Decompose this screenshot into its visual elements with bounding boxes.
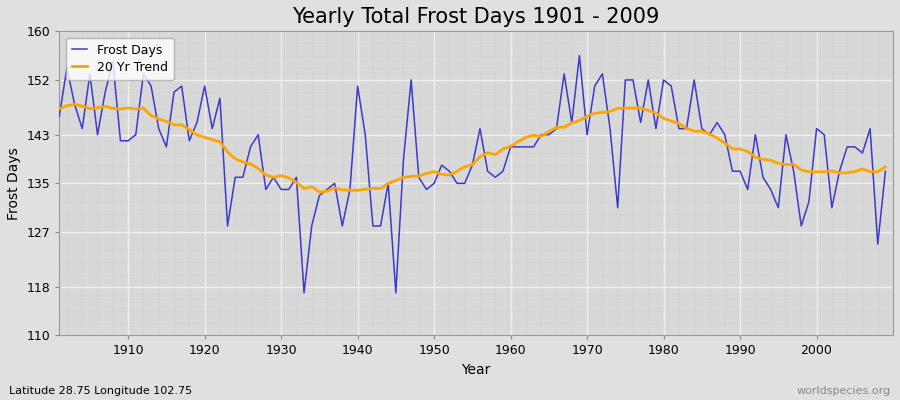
- Frost Days: [299, 290, 310, 295]
- Frost Days: [505, 144, 516, 149]
- Title: Yearly Total Frost Days 1901 - 2009: Yearly Total Frost Days 1901 - 2009: [292, 7, 660, 27]
- Frost Days: [880, 169, 891, 174]
- Frost Days: [115, 138, 126, 143]
- Frost Days: [612, 205, 623, 210]
- 20 Yr Trend: [54, 106, 65, 111]
- 20 Yr Trend: [612, 106, 623, 111]
- Frost Days: [284, 187, 294, 192]
- Legend: Frost Days, 20 Yr Trend: Frost Days, 20 Yr Trend: [66, 38, 174, 80]
- 20 Yr Trend: [880, 164, 891, 169]
- Line: Frost Days: Frost Days: [59, 56, 886, 293]
- Y-axis label: Frost Days: Frost Days: [7, 147, 21, 220]
- 20 Yr Trend: [345, 188, 356, 192]
- X-axis label: Year: Year: [462, 363, 490, 377]
- Frost Days: [54, 114, 65, 119]
- 20 Yr Trend: [314, 190, 325, 194]
- 20 Yr Trend: [513, 139, 524, 144]
- Frost Days: [513, 144, 524, 149]
- Line: 20 Yr Trend: 20 Yr Trend: [59, 104, 886, 192]
- Text: worldspecies.org: worldspecies.org: [796, 386, 891, 396]
- Frost Days: [337, 224, 347, 228]
- 20 Yr Trend: [122, 106, 133, 110]
- Frost Days: [574, 53, 585, 58]
- 20 Yr Trend: [291, 180, 302, 185]
- Text: Latitude 28.75 Longitude 102.75: Latitude 28.75 Longitude 102.75: [9, 386, 192, 396]
- 20 Yr Trend: [69, 102, 80, 107]
- 20 Yr Trend: [520, 135, 531, 140]
